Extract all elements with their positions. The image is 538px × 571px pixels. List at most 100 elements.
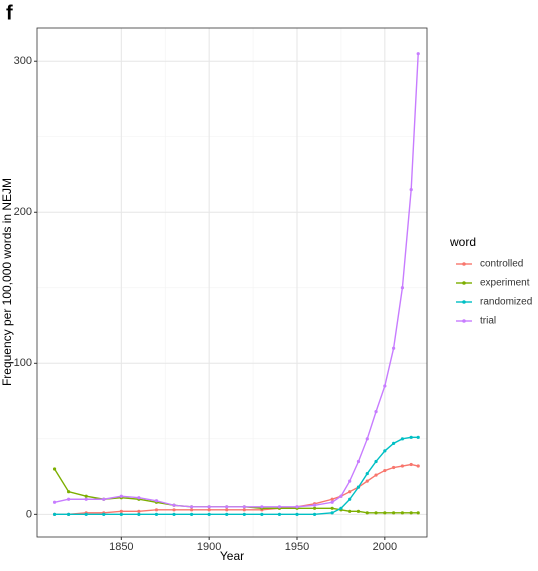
data-point xyxy=(277,505,282,509)
x-tick-label: 2000 xyxy=(373,541,397,553)
data-point xyxy=(400,464,405,468)
data-point xyxy=(189,505,194,509)
data-point xyxy=(312,506,317,510)
legend-key-point xyxy=(462,300,466,304)
data-point xyxy=(409,511,413,515)
data-point xyxy=(365,479,369,483)
data-point xyxy=(416,511,420,515)
data-point xyxy=(137,496,141,500)
data-point xyxy=(207,512,211,516)
data-point xyxy=(374,459,378,464)
data-point xyxy=(67,512,71,516)
data-point xyxy=(330,511,334,515)
data-point xyxy=(67,490,71,494)
legend-label: controlled xyxy=(480,259,523,270)
data-point xyxy=(207,505,211,509)
data-point xyxy=(409,462,413,467)
data-point xyxy=(348,479,352,483)
data-point xyxy=(102,497,106,501)
data-point xyxy=(154,512,159,516)
data-point xyxy=(172,512,176,516)
y-tick-label: 0 xyxy=(26,508,32,520)
data-point xyxy=(374,511,378,515)
data-point xyxy=(348,509,352,513)
data-point xyxy=(242,512,246,516)
data-point xyxy=(356,509,361,513)
data-point xyxy=(225,505,229,509)
legend-label: experiment xyxy=(480,278,530,289)
legend-key-point xyxy=(462,319,466,323)
data-point xyxy=(365,511,369,515)
data-point xyxy=(52,500,57,504)
data-point xyxy=(400,511,405,515)
data-point xyxy=(400,437,405,441)
data-point xyxy=(189,508,194,512)
data-point xyxy=(348,497,352,501)
panel-border xyxy=(36,27,428,538)
data-point xyxy=(374,410,378,414)
data-point xyxy=(392,511,396,515)
legend-label: randomized xyxy=(480,297,532,308)
data-point xyxy=(409,435,413,439)
data-point xyxy=(189,512,194,516)
data-point xyxy=(84,512,88,516)
data-point xyxy=(67,497,71,501)
y-tick-label: 200 xyxy=(14,206,32,218)
x-tick-label: 1900 xyxy=(197,541,221,553)
data-point xyxy=(416,435,420,439)
data-point xyxy=(374,473,378,477)
data-point xyxy=(260,512,264,516)
y-tick-label: 100 xyxy=(14,357,32,369)
x-tick-label: 1950 xyxy=(285,541,309,553)
data-point xyxy=(137,512,141,516)
data-point xyxy=(409,188,413,192)
legend-key-point xyxy=(462,281,466,285)
y-tick-label: 300 xyxy=(14,55,32,67)
x-tick-label: 1850 xyxy=(109,541,133,553)
data-point xyxy=(102,512,106,516)
data-point xyxy=(339,506,343,510)
data-point xyxy=(392,441,396,445)
data-point xyxy=(172,508,176,512)
panel-label: f xyxy=(6,2,13,24)
data-point xyxy=(119,494,123,498)
data-point xyxy=(119,509,123,513)
data-point xyxy=(172,503,176,507)
data-point xyxy=(383,384,387,388)
legend-key-point xyxy=(462,262,466,266)
data-point xyxy=(154,508,159,512)
data-point xyxy=(330,497,334,501)
data-point xyxy=(356,485,361,489)
data-point xyxy=(330,500,334,504)
data-point xyxy=(330,506,334,510)
data-point xyxy=(225,508,229,512)
data-point xyxy=(383,449,387,453)
data-point xyxy=(295,512,299,516)
data-point xyxy=(392,465,396,470)
data-point xyxy=(225,512,229,516)
y-axis-title: Frequency per 100,000 words in NEJM xyxy=(0,178,14,386)
data-point xyxy=(312,512,317,516)
data-point xyxy=(339,494,343,498)
data-point xyxy=(416,52,420,56)
data-point xyxy=(312,503,317,507)
data-point xyxy=(119,512,123,516)
data-point xyxy=(416,464,420,468)
data-point xyxy=(348,490,352,494)
x-axis-title: Year xyxy=(220,549,244,563)
data-point xyxy=(242,505,246,509)
data-point xyxy=(400,286,405,290)
data-point xyxy=(365,471,369,476)
legend-title: word xyxy=(449,235,476,249)
legend-label: trial xyxy=(480,316,496,327)
data-point xyxy=(277,512,282,516)
data-point xyxy=(356,459,361,464)
data-point xyxy=(365,437,369,441)
data-point xyxy=(260,505,264,509)
data-point xyxy=(84,494,88,498)
data-point xyxy=(295,505,299,509)
data-point xyxy=(207,508,211,512)
data-point xyxy=(383,511,387,515)
data-point xyxy=(392,346,396,350)
